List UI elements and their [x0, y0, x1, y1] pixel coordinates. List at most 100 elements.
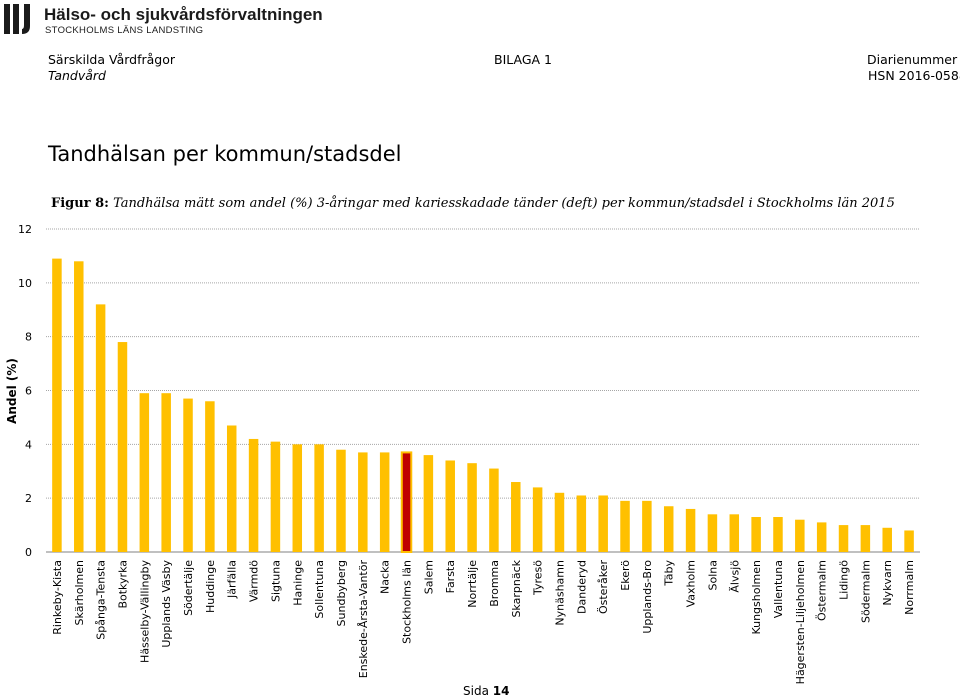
bar-botkyrka	[117, 342, 128, 552]
bar-huddinge	[205, 401, 215, 552]
bar-upplands-bro	[642, 500, 652, 552]
bar-kungsholmen	[751, 517, 761, 552]
y-tick-label: 6	[25, 385, 32, 398]
x-tick-label: Huddinge	[204, 560, 217, 613]
y-axis-ticks: 0 2 4 6 8 10 12	[18, 223, 32, 559]
bar-värmdö	[248, 438, 259, 552]
bar-vaxholm	[685, 508, 696, 552]
x-tick-label: Botkyrka	[116, 560, 129, 609]
y-axis-label: Andel (%)	[5, 358, 19, 424]
org-subtitle: STOCKHOLMS LÄNS LANDSTING	[45, 25, 204, 36]
section-title: Tandhälsan per kommun/stadsdel	[48, 142, 402, 166]
bar-nacka	[379, 452, 390, 552]
bar-upplands-väsby	[161, 393, 171, 552]
bar-enskede-årsta-vantör	[358, 452, 368, 552]
bar-södermalm	[860, 525, 871, 552]
x-tick-label: Sundbyberg	[335, 560, 348, 626]
x-tick-label: Östermalm	[816, 560, 829, 621]
page-number: 14	[492, 684, 510, 698]
bar-solna	[707, 514, 718, 552]
org-name: Hälso- och sjukvårdsförvaltningen	[44, 5, 323, 24]
bar-sollentuna	[314, 444, 324, 552]
bar-järfälla	[226, 425, 237, 552]
bar-stockholms-län	[400, 451, 413, 553]
x-tick-label: Norrmalm	[903, 560, 916, 615]
bar-farsta	[445, 460, 455, 552]
y-tick-label: 8	[25, 331, 32, 344]
bar-sundbyberg	[336, 449, 346, 552]
bar-nynäshamn	[554, 492, 565, 552]
x-tick-label: Vallentuna	[772, 560, 785, 618]
x-tick-label: Solna	[706, 560, 719, 590]
bar-skarpnäck	[511, 482, 521, 552]
x-tick-label: Spånga-Tensta	[95, 560, 108, 640]
figure-caption: Figur 8: Tandhälsa mätt som andel (%) 3-…	[51, 196, 895, 211]
x-tick-label: Enskede-Årsta-Vantör	[357, 560, 370, 679]
bar-nykvarn	[882, 527, 892, 552]
x-tick-label: Norrtälje	[466, 560, 479, 608]
figure-caption-text: Tandhälsa mätt som andel (%) 3-åringar m…	[113, 196, 895, 211]
logo: Hälso- och sjukvårdsförvaltningen STOCKH…	[0, 2, 360, 38]
bar-tyresö	[532, 487, 543, 552]
bar-hässelby-vällingby	[139, 393, 150, 552]
bar-danderyd	[576, 495, 587, 552]
x-tick-label: Nacka	[379, 560, 392, 594]
bar-östermalm	[816, 522, 827, 552]
x-tick-label: Stockholms län	[401, 560, 414, 644]
bar-hägersten-liljeholmen	[795, 519, 805, 552]
x-tick-label: Upplands Väsby	[160, 560, 173, 648]
bar-lidingö	[838, 525, 849, 552]
x-tick-label: Sigtuna	[269, 560, 282, 602]
y-tick-label: 12	[18, 223, 32, 236]
bar-sigtuna	[270, 441, 281, 552]
x-tick-label: Farsta	[444, 560, 457, 593]
header-right-bottom: HSN 2016-0588	[868, 68, 960, 83]
x-tick-label: Nykvarn	[881, 560, 894, 606]
x-axis-ticks: Rinkeby-Kista Skärholmen Spånga-Tensta Botk…	[51, 559, 916, 684]
x-tick-label: Kungsholmen	[750, 560, 763, 635]
x-tick-label: Nynäshamn	[553, 560, 566, 626]
header-left-top: Särskilda Vårdfrågor	[48, 52, 176, 67]
y-tick-label: 10	[18, 277, 32, 290]
x-tick-label: Danderyd	[575, 560, 588, 614]
x-tick-label: Vaxholm	[685, 560, 698, 607]
x-tick-label: Järfälla	[226, 560, 239, 599]
x-tick-label: Ekerö	[619, 560, 632, 591]
x-tick-label: Skarpnäck	[510, 559, 523, 617]
bar-täby	[663, 506, 674, 552]
y-tick-label: 0	[25, 546, 32, 559]
bar-vallentuna	[773, 517, 783, 552]
bar-norrmalm	[904, 530, 914, 552]
bar-norrtälje	[467, 463, 477, 552]
page-footer: Sida 14	[463, 684, 509, 698]
bar-spånga-tensta	[95, 304, 106, 552]
x-tick-label: Värmdö	[248, 560, 261, 602]
x-tick-label: Täby	[663, 560, 676, 587]
x-tick-label: Sollentuna	[313, 560, 326, 619]
y-tick-label: 4	[25, 438, 32, 451]
bar-rinkeby-kista	[52, 258, 62, 552]
x-tick-label: Haninge	[291, 560, 304, 606]
bar-salem	[423, 455, 434, 552]
header-center: BILAGA 1	[494, 52, 553, 67]
page-label: Sida	[463, 684, 489, 698]
x-tick-label: Skärholmen	[73, 560, 86, 625]
x-tick-label: Salem	[422, 560, 435, 594]
header-right-top: Diarienummer	[867, 52, 958, 67]
bar-österåker	[598, 495, 608, 552]
x-tick-label: Södermalm	[859, 560, 872, 623]
x-tick-label: Tyresö	[532, 560, 545, 596]
gridlines	[46, 228, 920, 553]
x-tick-label: Hägersten-Liljeholmen	[794, 560, 807, 684]
x-tick-label: Rinkeby-Kista	[51, 560, 64, 635]
x-tick-label: Södertälje	[182, 560, 195, 616]
bars	[52, 258, 914, 553]
x-tick-label: Lidingö	[838, 560, 851, 600]
header-left-bottom: Tandvård	[48, 68, 106, 83]
logo-mark-icon	[4, 4, 30, 34]
figure-label: Figur 8:	[51, 196, 109, 211]
bar-haninge	[292, 444, 303, 552]
x-tick-label: Bromma	[488, 560, 501, 607]
bar-älvsjö	[729, 514, 740, 552]
